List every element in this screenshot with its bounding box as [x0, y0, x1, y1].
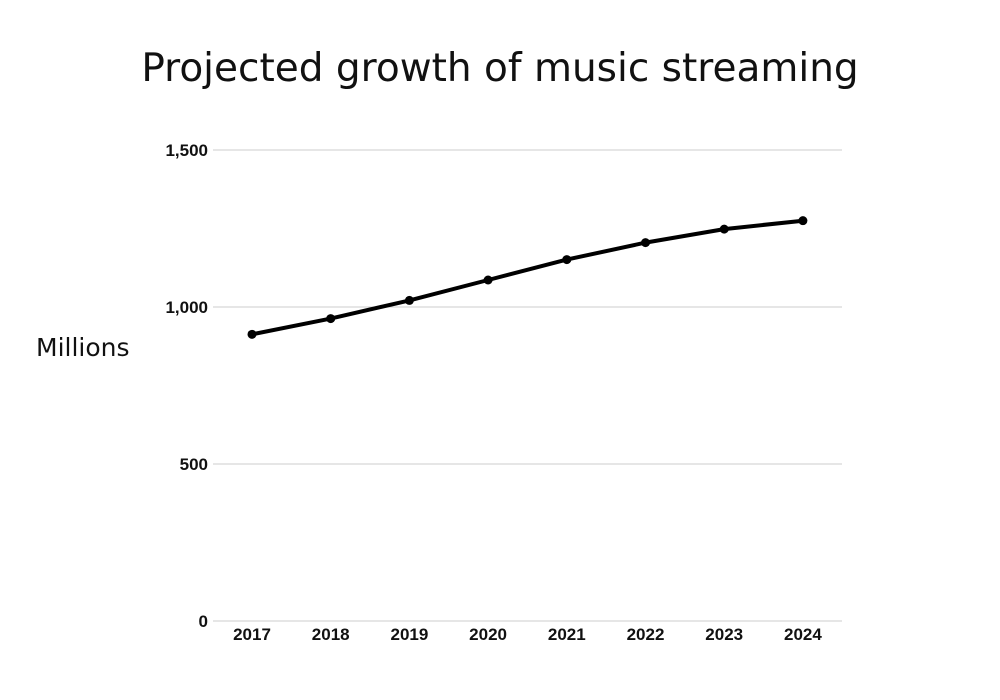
- data-point: [247, 329, 257, 339]
- x-tick-label: 2018: [312, 625, 350, 644]
- x-axis-ticks: 2017 2018 2019 2020 2021 2022 2023 2024: [233, 625, 822, 644]
- x-tick-label: 2020: [469, 625, 507, 644]
- data-point: [798, 216, 808, 226]
- x-tick-label: 2017: [233, 625, 271, 644]
- data-point: [326, 314, 336, 324]
- data-point: [483, 275, 493, 285]
- data-point: [641, 238, 650, 248]
- x-tick-label: 2019: [390, 625, 428, 644]
- y-tick-label: 0: [199, 612, 208, 631]
- x-tick-label: 2023: [705, 625, 743, 644]
- y-axis-label: Millions: [36, 333, 130, 362]
- data-point: [562, 255, 572, 265]
- x-tick-label: 2022: [627, 625, 665, 644]
- y-tick-label: 500: [180, 455, 208, 474]
- series-line: [250, 218, 805, 337]
- data-point: [719, 224, 729, 234]
- series-layer: [247, 216, 808, 339]
- chart-title: Projected growth of music streaming: [141, 46, 859, 91]
- data-point: [404, 295, 414, 305]
- y-tick-label: 1,000: [165, 298, 208, 317]
- x-tick-label: 2021: [548, 625, 586, 644]
- gridlines: [213, 149, 842, 622]
- x-tick-label: 2024: [784, 625, 822, 644]
- y-axis-ticks: 0 500 1,000 1,500: [165, 141, 208, 631]
- y-tick-label: 1,500: [165, 141, 208, 160]
